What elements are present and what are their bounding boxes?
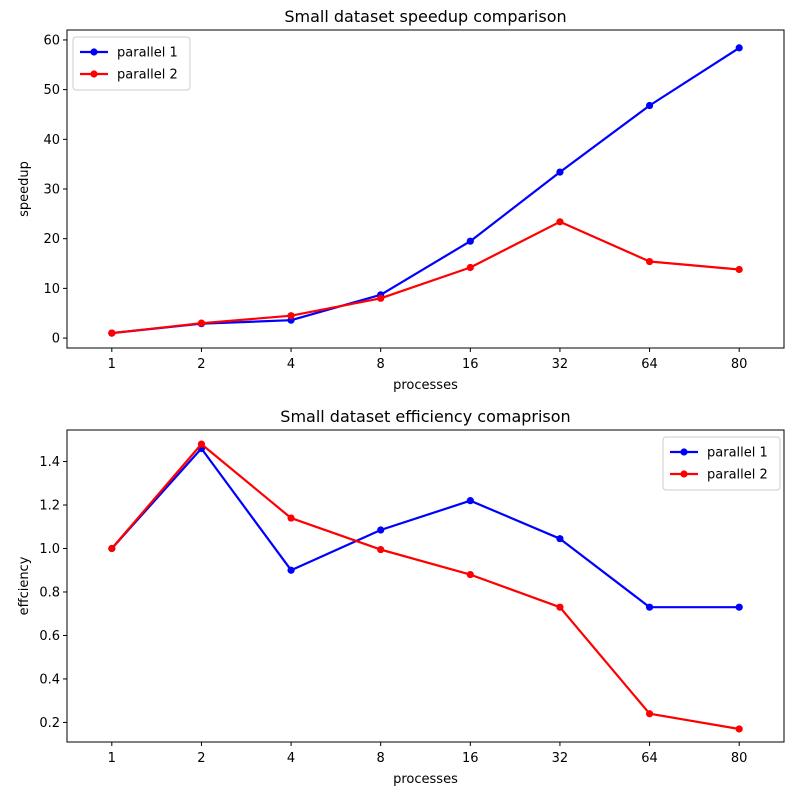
y-tick-label: 30 [43,183,60,198]
x-tick-label: 64 [641,357,658,372]
series-1 [108,444,743,611]
data-point [466,263,474,272]
x-tick-label: 8 [377,357,385,372]
legend-label: parallel 2 [707,468,768,483]
data-point [556,168,564,176]
data-point [735,725,743,733]
x-tick-label: 80 [731,751,748,766]
y-tick-label: 1.0 [39,542,60,557]
efficiency-chart: Small dataset efficiency comaprison 0.2 0.… [17,407,785,787]
legend-marker [680,448,688,456]
y-tick-label: 20 [43,232,60,247]
series-line [110,447,740,609]
data-point [108,544,116,553]
chart-title: Small dataset efficiency comaprison [280,407,570,426]
y-tick-label: 40 [43,133,60,148]
series-2 [108,218,743,337]
x-tick-label: 1 [108,357,116,372]
y-tick-label: 0.4 [39,672,60,687]
legend: parallel 1 parallel 2 [72,36,191,91]
legend-box [72,36,191,91]
y-tick-label: 10 [43,282,60,297]
x-tick-label: 4 [287,751,295,766]
x-tick-label: 2 [197,751,205,766]
legend-box [662,436,781,491]
y-tick-label: 0 [52,332,60,347]
data-point [466,237,474,245]
data-point [645,710,654,718]
data-point [735,44,743,52]
y-tick-label: 0.8 [39,585,60,600]
data-point [556,535,564,543]
data-point [735,603,743,611]
data-point [108,329,116,337]
x-tick-label: 4 [287,357,295,372]
data-point [645,101,654,110]
data-point [377,294,385,302]
speedup-chart: Small dataset speedup comparison 0 10 20 30 4… [17,7,785,393]
legend-label: parallel 1 [707,446,768,461]
legend-marker [90,48,98,56]
data-point [197,440,206,448]
data-point [645,257,654,266]
legend-marker [680,470,688,478]
x-tick-label: 16 [462,357,479,372]
axes-frame [66,29,785,349]
data-point [735,265,743,274]
data-point [377,545,385,554]
data-point [466,497,474,505]
data-point [287,566,295,574]
data-point [556,603,564,611]
y-tick-label: 1.4 [39,455,60,470]
data-point [645,603,654,611]
y-tick-label: 1.2 [39,499,60,514]
legend: parallel 1 parallel 2 [662,436,781,491]
y-tick-label: 60 [43,33,60,48]
series-1 [108,44,743,337]
data-point [466,570,474,579]
x-axis-label: processes [393,378,458,393]
chart-title: Small dataset speedup comparison [284,7,566,26]
data-point [287,312,295,320]
series-line [111,220,740,335]
x-tick-label: 2 [197,357,205,372]
legend-marker [90,70,98,78]
series-line [110,443,740,731]
x-tick-label: 32 [552,357,569,372]
legend-label: parallel 2 [117,68,178,83]
y-tick-label: 0.2 [39,716,60,731]
axes-frame [66,429,785,743]
data-point [287,514,295,522]
x-tick-label: 1 [108,751,116,766]
data-point [197,319,206,327]
x-tick-label: 32 [552,751,569,766]
series-line [111,46,740,335]
y-axis-label: speedup [17,161,32,217]
x-tick-label: 64 [641,751,658,766]
x-tick-label: 16 [462,751,479,766]
y-tick-label: 50 [43,83,60,98]
x-axis-label: processes [393,772,458,787]
y-tick-label: 0.6 [39,629,60,644]
x-tick-label: 8 [377,751,385,766]
x-tick-label: 80 [731,357,748,372]
data-point [377,526,385,534]
data-point [556,218,564,226]
y-axis-label: effciency [17,556,32,615]
series-2 [108,440,743,733]
legend-label: parallel 1 [117,46,178,61]
